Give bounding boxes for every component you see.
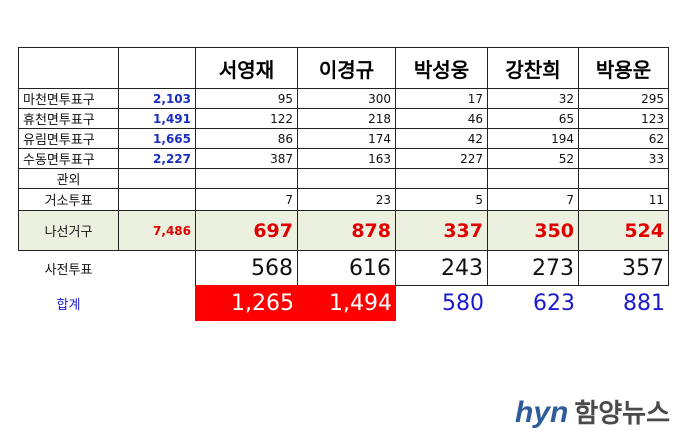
row-total: 2,227 <box>118 148 196 169</box>
row-total: 2,103 <box>118 88 196 109</box>
vote-count: 11 <box>578 188 669 211</box>
vote-count: 122 <box>195 108 298 129</box>
vote-count <box>578 168 669 189</box>
candidate-name: 박용운 <box>578 47 669 89</box>
row-label: 합계 <box>56 297 81 313</box>
header-cell <box>118 47 196 89</box>
vote-count <box>395 168 488 189</box>
row-total: 1,491 <box>118 108 196 129</box>
header-cell <box>18 47 119 89</box>
row-label: 관외 <box>18 168 119 189</box>
candidate-name: 서영재 <box>195 47 298 89</box>
vote-count: 86 <box>195 128 298 149</box>
vote-count <box>195 168 298 189</box>
row-label: 나선거구 <box>18 210 119 251</box>
vote-count: 243 <box>395 250 488 286</box>
vote-count: 616 <box>297 250 396 286</box>
vote-count: 218 <box>297 108 396 129</box>
row-total <box>118 188 196 211</box>
logo-brand: hyn <box>515 396 569 429</box>
vote-count <box>487 168 579 189</box>
vote-count: 123 <box>578 108 669 129</box>
row-label: 유림면투표구 <box>18 128 119 149</box>
vote-count: 623 <box>533 290 575 316</box>
row-label: 사전투표 <box>44 262 93 278</box>
vote-count: 95 <box>195 88 298 109</box>
logo: hyn 함양뉴스 <box>515 393 670 430</box>
vote-count: 295 <box>578 88 669 109</box>
vote-count: 350 <box>487 210 579 251</box>
row-label: 거소투표 <box>18 188 119 211</box>
vote-count: 23 <box>297 188 396 211</box>
row-label: 마천면투표구 <box>18 88 119 109</box>
vote-count: 357 <box>578 250 669 286</box>
row-total <box>118 250 196 286</box>
vote-count: 300 <box>297 88 396 109</box>
vote-count: 337 <box>395 210 488 251</box>
vote-count: 387 <box>195 148 298 169</box>
vote-count: 881 <box>623 290 665 316</box>
vote-count: 568 <box>195 250 298 286</box>
vote-count: 7 <box>195 188 298 211</box>
row-label: 수동면투표구 <box>18 148 119 169</box>
logo-name: 함양뉴스 <box>574 399 671 429</box>
row-label: 휴천면투표구 <box>18 108 119 129</box>
vote-count: 7 <box>487 188 579 211</box>
vote-count: 163 <box>297 148 396 169</box>
vote-count: 524 <box>578 210 669 251</box>
vote-count: 273 <box>487 250 579 286</box>
row-total <box>118 168 196 189</box>
vote-count: 46 <box>395 108 488 129</box>
vote-count: 580 <box>442 290 484 316</box>
vote-count: 17 <box>395 88 488 109</box>
vote-count: 1,494 <box>297 285 396 321</box>
candidate-name: 강찬희 <box>487 47 579 89</box>
vote-count: 227 <box>395 148 488 169</box>
vote-count <box>297 168 396 189</box>
row-total <box>118 285 196 321</box>
vote-count: 878 <box>297 210 396 251</box>
vote-count: 5 <box>395 188 488 211</box>
vote-count: 62 <box>578 128 669 149</box>
vote-count: 194 <box>487 128 579 149</box>
vote-count: 65 <box>487 108 579 129</box>
candidate-name: 박성웅 <box>395 47 488 89</box>
row-total: 7,486 <box>118 210 196 251</box>
row-total: 1,665 <box>118 128 196 149</box>
vote-count: 52 <box>487 148 579 169</box>
vote-count: 697 <box>195 210 298 251</box>
vote-count: 174 <box>297 128 396 149</box>
vote-count: 42 <box>395 128 488 149</box>
vote-count: 32 <box>487 88 579 109</box>
vote-count: 1,265 <box>195 285 298 321</box>
vote-count: 33 <box>578 148 669 169</box>
candidate-name: 이경규 <box>297 47 396 89</box>
